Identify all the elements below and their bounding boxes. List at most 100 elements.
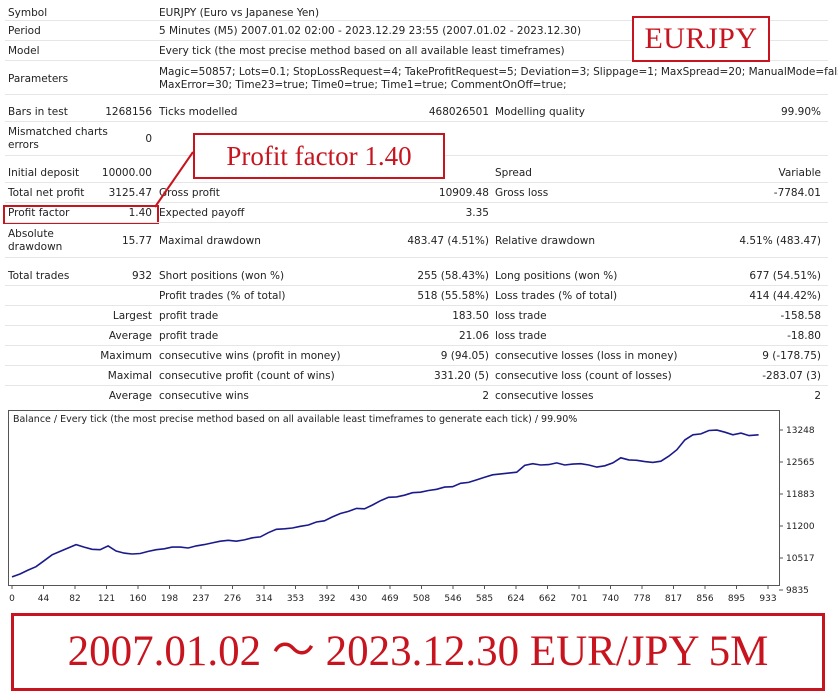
x-tick-label: 353 bbox=[287, 594, 304, 604]
loss-trades-label: Loss trades (% of total) bbox=[495, 290, 618, 302]
long-positions-value: 677 (54.51%) bbox=[749, 270, 821, 282]
spread-value: Variable bbox=[778, 167, 821, 179]
ticks-label: Ticks modelled bbox=[159, 106, 238, 118]
gross-loss-value: -7784.01 bbox=[773, 187, 821, 199]
profit-trades-value: 518 (55.58%) bbox=[417, 290, 489, 302]
long-positions-label: Long positions (won %) bbox=[495, 270, 618, 282]
expected-payoff-label: Expected payoff bbox=[159, 207, 245, 219]
pair-badge: EURJPY bbox=[632, 16, 770, 62]
bars-label: Bars in test bbox=[8, 106, 68, 118]
gross-profit-value: 10909.48 bbox=[438, 187, 489, 199]
parameters-label: Parameters bbox=[8, 73, 69, 85]
expected-payoff-value: 3.35 bbox=[465, 207, 489, 219]
profit-factor-callout-text: Profit factor 1.40 bbox=[226, 141, 412, 171]
largest-profit-label: profit trade bbox=[159, 310, 219, 322]
pair-badge-text: EURJPY bbox=[644, 22, 758, 55]
symbol-value: EURJPY (Euro vs Japanese Yen) bbox=[159, 7, 320, 19]
x-tick-label: 933 bbox=[759, 594, 776, 604]
y-tick-label: 10517 bbox=[786, 554, 815, 564]
maximal-label: Maximal bbox=[107, 370, 152, 382]
x-tick-label: 121 bbox=[98, 594, 115, 604]
ticks-value: 468026501 bbox=[428, 106, 489, 118]
maximal-loss-value: -283.07 (3) bbox=[762, 370, 821, 382]
rel-drawdown-value: 4.51% (483.47) bbox=[739, 235, 821, 247]
period-label: Period bbox=[8, 25, 41, 37]
max-cons-wins-label: consecutive wins (profit in money) bbox=[159, 350, 341, 362]
net-profit-label: Total net profit bbox=[8, 187, 85, 199]
short-positions-value: 255 (58.43%) bbox=[417, 270, 489, 282]
profit-factor-value: 1.40 bbox=[128, 207, 152, 219]
x-tick-label: 508 bbox=[413, 594, 430, 604]
profit-factor-highlight bbox=[3, 205, 159, 224]
x-tick-label: 430 bbox=[350, 594, 367, 604]
maximal-profit-value: 331.20 (5) bbox=[434, 370, 489, 382]
x-tick-label: 624 bbox=[507, 594, 524, 604]
average-profit-label: profit trade bbox=[159, 330, 219, 342]
x-grid bbox=[11, 585, 769, 589]
parameters-line1: Magic=50857; Lots=0.1; StopLossRequest=4… bbox=[159, 66, 838, 78]
max-cons-losses-label: consecutive losses (loss in money) bbox=[495, 350, 678, 362]
model-value: Every tick (the most precise method base… bbox=[159, 45, 565, 57]
x-tick-label: 701 bbox=[570, 594, 587, 604]
loss-trades-value: 414 (44.42%) bbox=[749, 290, 821, 302]
x-tick-label: 740 bbox=[602, 594, 619, 604]
largest-profit-value: 183.50 bbox=[452, 310, 489, 322]
avg-cons-losses-label: consecutive losses bbox=[495, 390, 594, 402]
largest-loss-value: -158.58 bbox=[780, 310, 821, 322]
period-value: 5 Minutes (M5) 2007.01.02 02:00 - 2023.1… bbox=[159, 25, 582, 37]
gross-profit-label: Gross profit bbox=[159, 187, 220, 199]
callout-connector-line bbox=[154, 151, 194, 208]
model-label: Model bbox=[8, 45, 40, 57]
largest-label: Largest bbox=[112, 310, 152, 322]
x-tick-label: 276 bbox=[224, 594, 241, 604]
total-trades-label: Total trades bbox=[8, 270, 70, 282]
profit-trades-label: Profit trades (% of total) bbox=[159, 290, 286, 302]
parameters-line2: MaxError=30; Time23=true; Time0=true; Ti… bbox=[159, 79, 567, 91]
x-tick-label: 895 bbox=[728, 594, 745, 604]
x-tick-label: 0 bbox=[9, 594, 15, 604]
spread-label: Spread bbox=[495, 167, 532, 179]
abs-drawdown-value: 15.77 bbox=[121, 235, 152, 247]
profit-factor-label: Profit factor bbox=[8, 207, 70, 219]
balance-chart-svg: Balance / Every tick (the most precise m… bbox=[8, 410, 815, 604]
avg-cons-losses-value: 2 bbox=[814, 390, 821, 402]
mismatch-label-2: errors bbox=[8, 139, 39, 151]
largest-loss-label: loss trade bbox=[495, 310, 547, 322]
max-drawdown-label: Maximal drawdown bbox=[159, 235, 261, 247]
average-loss-label: loss trade bbox=[495, 330, 547, 342]
initial-deposit-label: Initial deposit bbox=[8, 167, 80, 179]
x-tick-label: 314 bbox=[255, 594, 272, 604]
max-cons-wins-value: 9 (94.05) bbox=[440, 350, 489, 362]
plot-frame bbox=[8, 410, 780, 586]
y-tick-label: 11883 bbox=[786, 490, 815, 500]
x-tick-label: 237 bbox=[192, 594, 209, 604]
date-banner-text: 2007.01.02 ～ 2023.12.30 EUR/JPY 5M bbox=[67, 628, 769, 675]
x-tick-label: 662 bbox=[539, 594, 556, 604]
y-tick-label: 11200 bbox=[786, 522, 815, 532]
average-loss-value: -18.80 bbox=[787, 330, 821, 342]
x-tick-label: 469 bbox=[381, 594, 398, 604]
balance-line bbox=[11, 429, 759, 578]
x-tick-label: 778 bbox=[633, 594, 650, 604]
x-tick-label: 546 bbox=[444, 594, 461, 604]
x-tick-label: 585 bbox=[476, 594, 493, 604]
max-drawdown-value: 483.47 (4.51%) bbox=[407, 235, 489, 247]
y-tick-label: 13248 bbox=[786, 426, 815, 436]
quality-label: Modelling quality bbox=[495, 106, 585, 118]
maximal-loss-label: consecutive loss (count of losses) bbox=[495, 370, 672, 382]
x-tick-label: 44 bbox=[38, 594, 50, 604]
mismatch-value: 0 bbox=[145, 133, 152, 145]
balance-chart: Balance / Every tick (the most precise m… bbox=[8, 410, 830, 606]
x-tick-label: 392 bbox=[318, 594, 335, 604]
average2-label: Average bbox=[108, 390, 152, 402]
x-tick-label: 160 bbox=[129, 594, 146, 604]
y-axis-labels: 13248 12565 11883 11200 10517 9835 bbox=[786, 426, 815, 596]
chart-title: Balance / Every tick (the most precise m… bbox=[13, 414, 577, 425]
y-tick-label: 9835 bbox=[786, 586, 809, 596]
mismatch-label-1: Mismatched charts bbox=[8, 126, 108, 138]
date-banner: 2007.01.02 ～ 2023.12.30 EUR/JPY 5M bbox=[11, 613, 825, 691]
short-positions-label: Short positions (won %) bbox=[159, 270, 285, 282]
average-profit-value: 21.06 bbox=[458, 330, 489, 342]
max-cons-losses-value: 9 (-178.75) bbox=[762, 350, 821, 362]
